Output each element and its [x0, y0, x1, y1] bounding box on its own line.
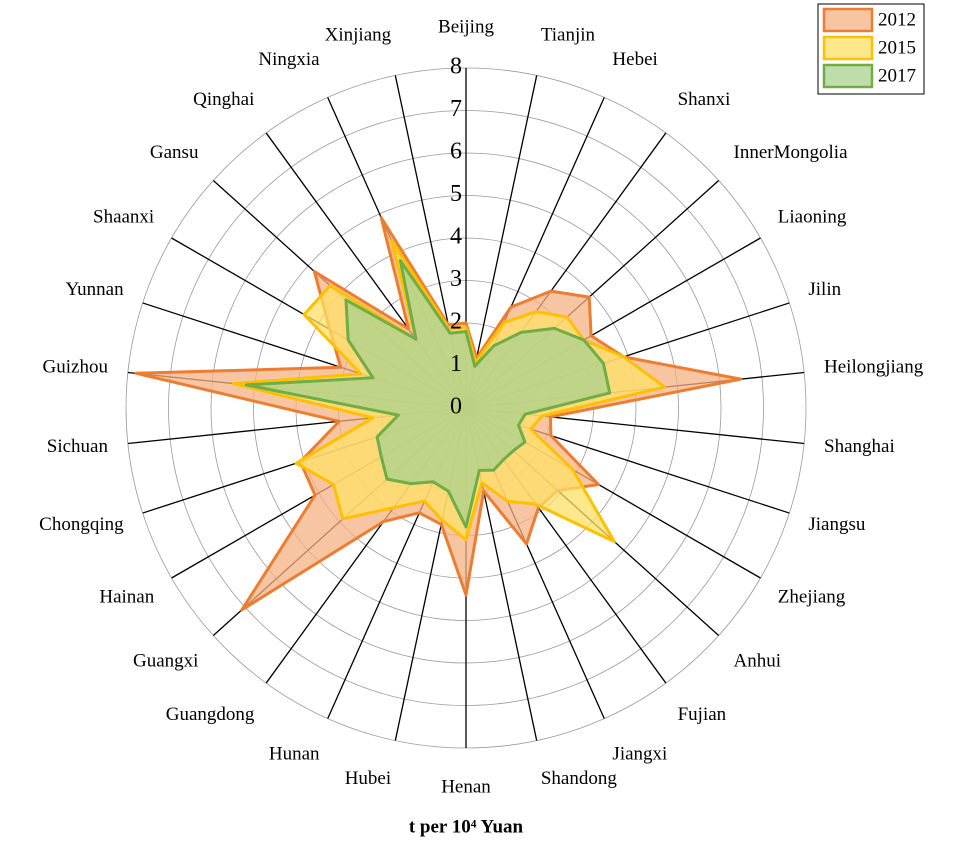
- category-label: Shanxi: [678, 89, 731, 110]
- category-label: Gansu: [150, 142, 199, 163]
- category-label: Shanghai: [824, 436, 895, 457]
- spoke: [465, 75, 538, 409]
- tick-label: 4: [450, 224, 462, 250]
- category-label: Jiangxi: [612, 744, 667, 765]
- category-label: Guizhou: [43, 357, 109, 378]
- series-area: [244, 259, 612, 529]
- legend-label: 2017: [878, 65, 916, 86]
- legend-swatch: [822, 7, 874, 33]
- tick-label: 1: [450, 351, 462, 377]
- category-label: Fujian: [678, 704, 727, 725]
- legend-swatch: [822, 35, 874, 61]
- category-label: Xinjiang: [325, 25, 392, 46]
- tick-label: 2: [450, 309, 462, 335]
- axis-label: t per 10⁴ Yuan: [409, 816, 524, 837]
- category-label: Jilin: [808, 279, 841, 300]
- category-label: Sichuan: [47, 436, 109, 457]
- category-label: Heilongjiang: [824, 357, 924, 378]
- legend-label: 2015: [878, 37, 916, 58]
- labels: Beijing Tianjin Hebei Shanxi InnerMongolia Li…: [39, 3, 925, 797]
- category-label: Guangdong: [166, 704, 255, 725]
- category-label: Tianjin: [541, 25, 596, 46]
- tick-label: 0: [450, 394, 462, 420]
- category-label: Guangxi: [133, 651, 198, 672]
- category-label: Hainan: [99, 586, 154, 607]
- category-label: Henan: [441, 776, 491, 797]
- category-label: Shandong: [541, 768, 618, 789]
- tick-label: 3: [450, 266, 462, 292]
- category-label: Zhejiang: [778, 586, 846, 607]
- category-label: Beijing: [438, 16, 494, 37]
- category-label: Anhui: [734, 651, 782, 672]
- category-label: Chongqing: [39, 514, 124, 535]
- tick-label: 6: [450, 139, 462, 165]
- category-label: Hebei: [612, 49, 657, 70]
- tick-label: 7: [450, 96, 462, 122]
- legend-swatch: [822, 63, 874, 89]
- category-label: Jiangsu: [808, 514, 866, 535]
- category-label: Hunan: [269, 744, 320, 765]
- category-label: Qinghai: [193, 89, 254, 110]
- category-label: Yunnan: [66, 279, 125, 300]
- areas: [134, 216, 743, 612]
- tick-label: 8: [450, 54, 462, 80]
- category-label: Ningxia: [258, 49, 320, 70]
- tick-label: 5: [450, 181, 462, 207]
- category-label: InnerMongolia: [734, 142, 849, 163]
- category-label: Shaanxi: [93, 206, 154, 227]
- category-label: Liaoning: [778, 206, 847, 227]
- legend-label: 2012: [878, 9, 916, 30]
- category-label: Hubei: [345, 768, 391, 789]
